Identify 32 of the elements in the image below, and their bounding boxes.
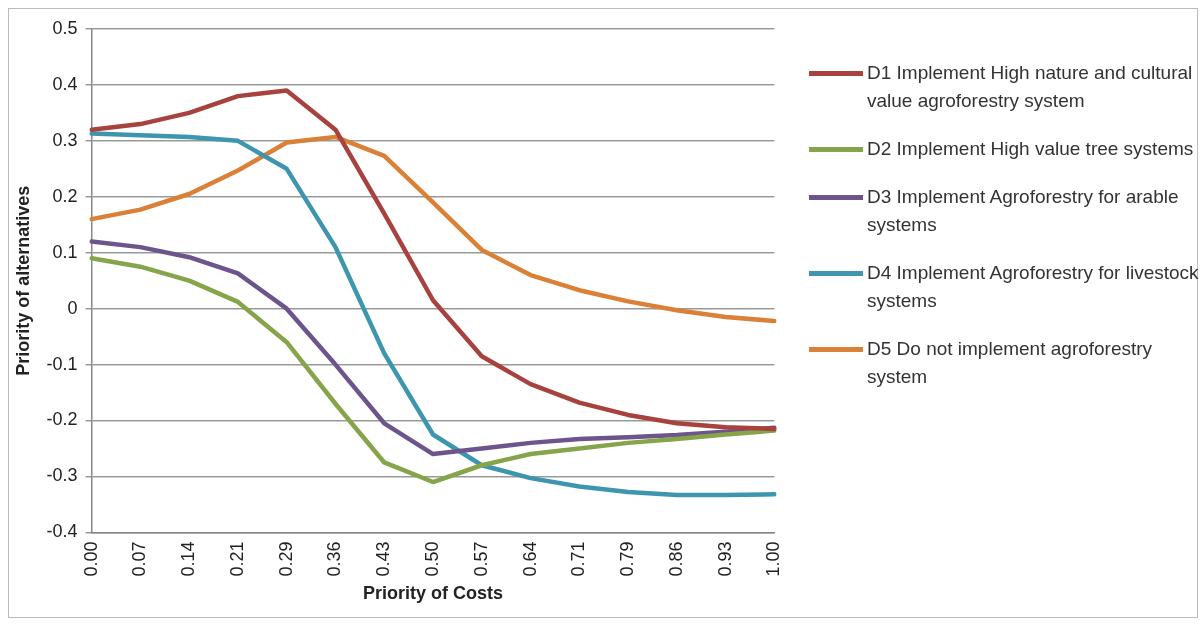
x-tick-label: 0.86 — [665, 541, 686, 577]
x-tick-label: 0.14 — [178, 541, 199, 577]
y-tick-label: -0.4 — [46, 521, 78, 542]
x-tick-label: 0.21 — [226, 541, 247, 577]
x-tick-label: 0.50 — [421, 541, 442, 577]
x-tick-label: 0.36 — [324, 541, 345, 577]
x-tick-label: 0.79 — [617, 541, 638, 577]
y-tick-label: 0.5 — [52, 17, 78, 38]
y-tick-label: -0.2 — [46, 409, 78, 430]
x-tick-label: 0.07 — [129, 541, 150, 577]
x-tick-label: 1.00 — [763, 541, 784, 577]
x-tick-label: 0.00 — [80, 541, 101, 577]
y-tick-label: -0.3 — [46, 465, 78, 486]
x-tick-label: 0.43 — [373, 541, 394, 577]
x-axis-title: Priority of Costs — [362, 583, 504, 604]
x-tick-label: 0.93 — [714, 541, 735, 577]
x-tick-label: 0.71 — [568, 541, 589, 577]
y-axis-title: Priority of alternatives — [12, 185, 33, 376]
legend-label: D5 Do not implement agroforestry system — [867, 337, 1154, 389]
y-tick-label: 0.2 — [52, 185, 78, 206]
x-tick-label: 0.57 — [470, 541, 491, 577]
legend-label: D2 Implement High value tree systems — [867, 137, 1194, 161]
y-tick-label: 0 — [67, 297, 78, 318]
y-tick-label: 0.3 — [52, 129, 78, 150]
legend-label: D1 Implement High nature and cultural value agroforestry system — [867, 61, 1194, 113]
legend-label: D4 Implement Agroforestry for livestock systems — [867, 261, 1199, 313]
legend-label: D3 Implement Agroforestry for arable systems — [867, 185, 1180, 237]
x-tick-label: 0.29 — [275, 541, 296, 577]
y-tick-label: 0.4 — [52, 73, 78, 94]
x-tick-label: 0.64 — [519, 541, 540, 577]
y-tick-label: -0.1 — [46, 353, 78, 374]
y-tick-label: 0.1 — [52, 241, 78, 262]
